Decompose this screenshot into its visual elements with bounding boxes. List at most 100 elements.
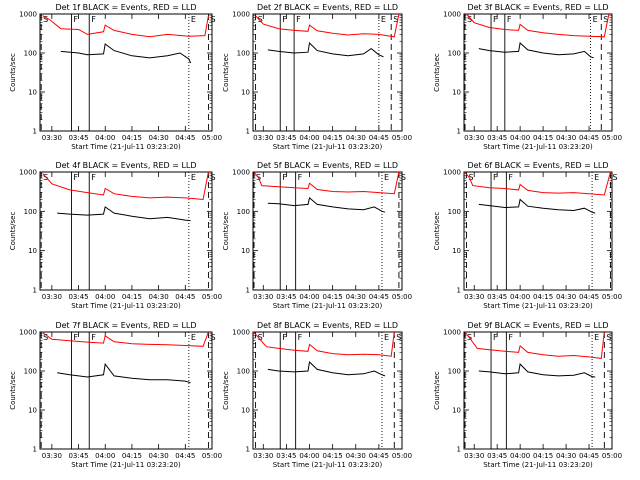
y-tick-label: 10: [241, 247, 250, 255]
series-line-black: [478, 42, 594, 59]
segment-label: F: [508, 333, 513, 342]
segment-label: E: [191, 15, 196, 24]
y-tick-label: 10: [241, 89, 250, 97]
x-tick-label: 05:00: [202, 134, 222, 142]
series-line-red: [464, 171, 611, 196]
segment-label: S: [43, 15, 48, 24]
series-line-red: [42, 331, 209, 347]
segment-label: E: [191, 333, 196, 342]
segment-label: S: [606, 333, 611, 342]
y-tick-label: 1: [246, 446, 250, 454]
x-tick-label: 04:30: [149, 134, 169, 142]
panel-det-1: Det 1f BLACK = Events, RED = LLD 1 10 100 10…: [9, 3, 222, 151]
chart-title: Det 9f BLACK = Events, RED = LLD: [467, 321, 608, 330]
x-tick-label: 05:00: [202, 293, 222, 301]
series-line-red: [255, 13, 400, 38]
segment-label: E: [191, 173, 196, 182]
y-axis-label: Counts/sec: [433, 371, 441, 410]
segment-label: E: [593, 15, 598, 24]
x-axis-label: Start Time (21-Jul-11 03:23:20): [483, 461, 593, 469]
x-tick-label: 03:30: [464, 452, 484, 460]
x-tick-label: 04:15: [323, 134, 343, 142]
panel-det-9: Det 9f BLACK = Events, RED = LLD 1 10 100 10…: [433, 321, 622, 469]
x-tick-label: 04:00: [95, 452, 115, 460]
x-tick-label: 04:00: [510, 134, 530, 142]
series-line-black: [267, 196, 386, 213]
x-tick-label: 03:45: [487, 293, 507, 301]
chart-title: Det 2f BLACK = Events, RED = LLD: [257, 3, 398, 12]
series-line-black: [478, 198, 596, 214]
x-tick-label: 04:30: [346, 134, 366, 142]
segment-label: F: [282, 173, 287, 182]
segment-label: F: [507, 15, 512, 24]
segment-label: S: [467, 15, 472, 24]
x-tick-label: 05:00: [602, 134, 622, 142]
x-tick-label: 03:45: [276, 293, 296, 301]
series-line-black: [60, 43, 192, 64]
x-tick-label: 04:45: [175, 293, 195, 301]
x-tick-label: 04:45: [579, 134, 599, 142]
x-tick-label: 03:45: [68, 452, 88, 460]
segment-label: S: [469, 173, 474, 182]
x-tick-label: 03:45: [487, 452, 507, 460]
x-tick-label: 04:30: [149, 293, 169, 301]
x-tick-label: 05:00: [392, 293, 412, 301]
series-line-red: [253, 171, 400, 195]
x-tick-label: 04:30: [556, 134, 576, 142]
y-axis-label: Counts/sec: [9, 53, 17, 92]
x-tick-label: 03:30: [253, 134, 273, 142]
x-tick-label: 05:00: [392, 134, 412, 142]
y-tick-label: 1: [33, 128, 37, 136]
x-tick-label: 04:15: [323, 452, 343, 460]
chart-title: Det 6f BLACK = Events, RED = LLD: [467, 161, 608, 170]
y-tick-label: 1: [457, 446, 461, 454]
x-tick-label: 03:30: [42, 134, 62, 142]
panel-det-8: Det 8f BLACK = Events, RED = LLD 1 10 100 10…: [222, 321, 412, 469]
y-axis-label: Counts/sec: [9, 371, 17, 410]
x-tick-label: 05:00: [392, 452, 412, 460]
y-tick-label: 10: [241, 407, 250, 415]
segment-label: F: [296, 15, 301, 24]
x-tick-label: 04:00: [299, 293, 319, 301]
y-tick-label: 10: [452, 407, 461, 415]
x-tick-label: 03:45: [68, 134, 88, 142]
x-tick-label: 03:30: [253, 293, 273, 301]
y-tick-label: 1000: [232, 329, 250, 337]
x-tick-label: 04:45: [175, 134, 195, 142]
y-tick-label: 100: [448, 50, 461, 58]
y-tick-label: 1000: [19, 329, 37, 337]
x-tick-label: 04:45: [175, 452, 195, 460]
segment-label: F: [493, 15, 498, 24]
x-tick-label: 03:45: [487, 134, 507, 142]
x-axis-label: Start Time (21-Jul-11 03:23:20): [71, 302, 181, 310]
x-axis-label: Start Time (21-Jul-11 03:23:20): [71, 143, 181, 151]
x-tick-label: 04:15: [533, 293, 553, 301]
x-tick-label: 03:30: [42, 293, 62, 301]
y-tick-label: 1000: [19, 11, 37, 19]
y-tick-label: 1000: [232, 169, 250, 177]
segment-label: S: [210, 173, 215, 182]
plot-frame: [463, 331, 613, 450]
segment-label: S: [258, 333, 263, 342]
panel-det-4: Det 4f BLACK = Events, RED = LLD 1 10 100 10…: [9, 161, 222, 310]
y-tick-label: 100: [24, 50, 37, 58]
segment-label: E: [384, 173, 389, 182]
y-tick-label: 1000: [443, 329, 461, 337]
x-tick-label: 04:30: [149, 452, 169, 460]
plot-frame: [39, 13, 213, 132]
plot-frame: [463, 13, 613, 132]
x-tick-label: 04:45: [369, 452, 389, 460]
x-tick-label: 04:45: [369, 134, 389, 142]
chart-title: Det 8f BLACK = Events, RED = LLD: [257, 321, 398, 330]
series-line-black: [57, 206, 191, 222]
segment-label: E: [381, 15, 386, 24]
segment-label: F: [73, 15, 78, 24]
x-axis-label: Start Time (21-Jul-11 03:23:20): [71, 461, 181, 469]
y-tick-label: 1: [457, 287, 461, 295]
plot-frame: [252, 13, 403, 132]
plot-frame: [39, 331, 213, 450]
series-line-black: [267, 360, 386, 377]
y-tick-label: 1: [33, 287, 37, 295]
y-axis-label: Counts/sec: [222, 212, 230, 251]
x-tick-label: 04:00: [510, 452, 530, 460]
